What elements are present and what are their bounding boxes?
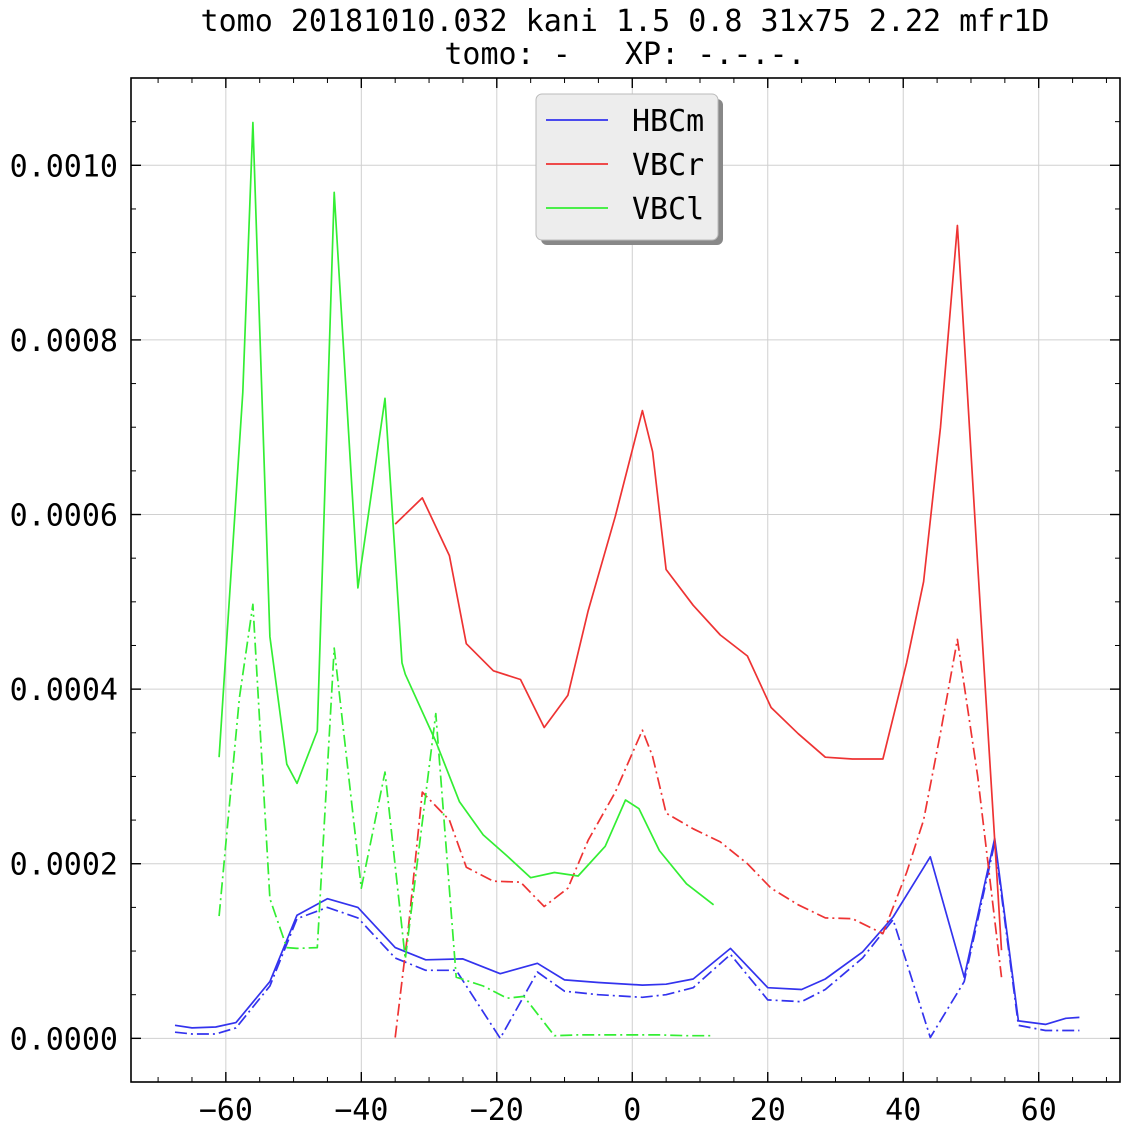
x-tick-label: −40 [334, 1093, 388, 1128]
axis-ticks: −60 −40 −20 0 20 40 60 0.0000 0.0002 0.0004 0.0006… [10, 77, 1120, 1128]
y-tick-label: 0.0006 [10, 499, 118, 534]
legend-label-vbcl: VBCl [632, 192, 704, 227]
series-line-series-3-dashdot [394, 638, 1003, 1038]
x-tick-label: −20 [470, 1093, 524, 1128]
x-tick-label: 60 [1021, 1093, 1057, 1128]
x-tick-label: 40 [885, 1093, 921, 1128]
x-tick-label: −60 [199, 1093, 253, 1128]
plot-frame [130, 77, 1121, 1083]
series-line-vbcr [394, 224, 1003, 951]
x-tick-label: 20 [750, 1093, 786, 1128]
chart-subtitle: tomo: - XP: -.-.-. [444, 37, 805, 72]
series-line-vbcl [218, 121, 715, 906]
series-line-series-5-dashdot [218, 603, 714, 1037]
legend: HBCm VBCr VBCl [535, 93, 723, 245]
series-line-series-1-dashdot [174, 841, 1080, 1040]
y-tick-label: 0.0004 [10, 673, 118, 708]
y-tick-label: 0.0010 [10, 149, 118, 184]
legend-box [535, 93, 719, 241]
series-lines [174, 121, 1080, 1040]
legend-label-hbcm: HBCm [632, 104, 704, 139]
legend-label-vbcr: VBCr [632, 148, 704, 183]
x-tick-label: 0 [623, 1093, 641, 1128]
y-tick-label: 0.0008 [10, 324, 118, 359]
chart-title: tomo 20181010.032 kani 1.5 0.8 31x75 2.2… [201, 4, 1050, 39]
y-tick-label: 0.0000 [10, 1022, 118, 1057]
y-tick-label: 0.0002 [10, 848, 118, 883]
series-line-hbcm [174, 837, 1080, 1029]
